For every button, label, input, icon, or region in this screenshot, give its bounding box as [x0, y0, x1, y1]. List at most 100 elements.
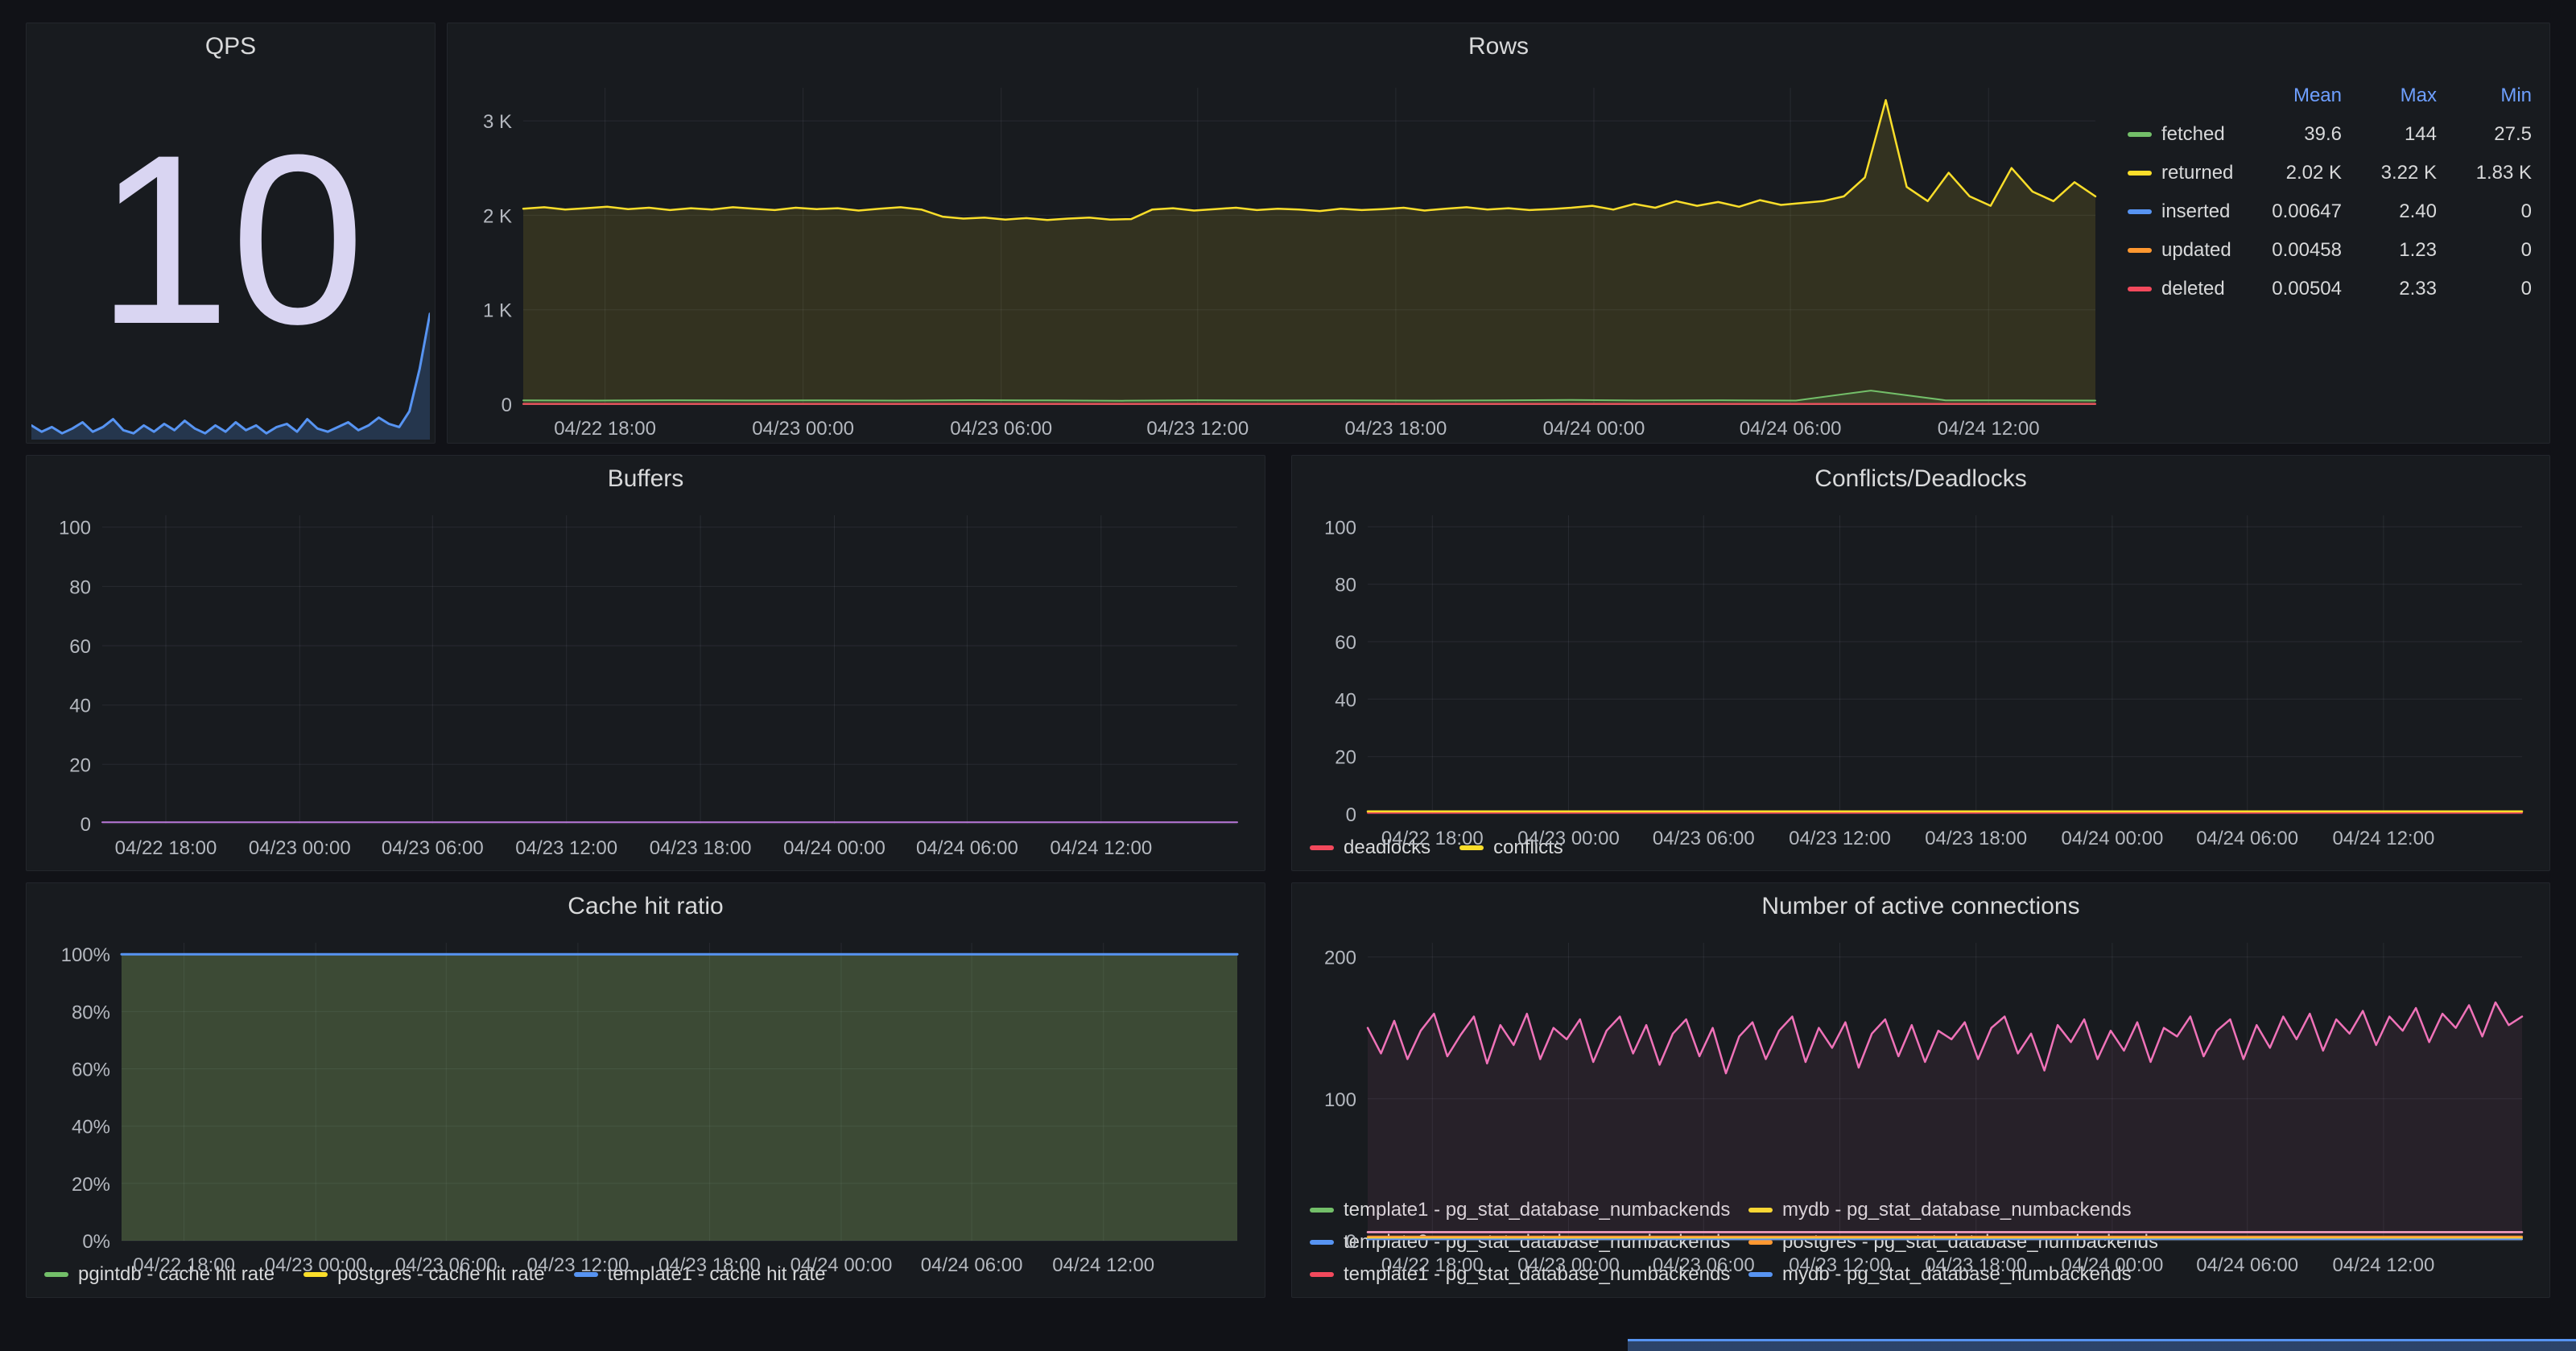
legend-stat-value: 2.02 K [2285, 162, 2342, 184]
svg-text:04/23 12:00: 04/23 12:00 [1789, 828, 1891, 849]
legend-label: template1 - pg_stat_database_numbackends [1344, 1263, 1731, 1285]
legend-label: template1 - cache hit rate [607, 1263, 826, 1285]
legend-label: postgres - cache hit rate [337, 1263, 545, 1285]
legend-item[interactable]: mydb - pg_stat_database_numbackends [1748, 1263, 2532, 1286]
legend-swatch [2128, 248, 2152, 253]
panel-title-rows[interactable]: Rows [1468, 33, 1529, 60]
legend-stat-value: 27.5 [2494, 123, 2532, 145]
panel-title-conflicts[interactable]: Conflicts/Deadlocks [1814, 465, 2027, 492]
svg-text:04/23 18:00: 04/23 18:00 [650, 837, 752, 859]
conflicts-chart[interactable]: 0 20 40 60 80 100 04/22 18:00 04/23 00:00 04/23 … [1307, 502, 2535, 849]
legend-table-row: fetched 39.6 144 27.5 [2128, 115, 2532, 154]
rows-chart[interactable]: 0 1 K 2 K 3 K 04/22 18:00 04/23 00:00 04/23 06… [462, 70, 2108, 443]
legend-swatch [1310, 1208, 1334, 1213]
svg-text:04/23 18:00: 04/23 18:00 [658, 1254, 761, 1276]
legend-label: postgres - pg_stat_database_numbackends [1782, 1231, 2158, 1253]
legend-label: pgintdb - cache hit rate [78, 1263, 275, 1285]
legend-item[interactable]: template1 - pg_stat_database_numbackends [1310, 1199, 1748, 1221]
svg-text:04/23 06:00: 04/23 06:00 [395, 1254, 497, 1276]
svg-text:04/23 06:00: 04/23 06:00 [1653, 828, 1755, 849]
legend-swatch [1310, 1240, 1334, 1245]
panel-title-connections[interactable]: Number of active connections [1761, 893, 2080, 919]
legend-label: updated [2161, 239, 2231, 261]
legend-item[interactable]: conflicts [1459, 837, 1563, 859]
legend-item[interactable]: mydb - pg_stat_database_numbackends [1748, 1199, 2532, 1221]
svg-text:200: 200 [1324, 948, 1356, 969]
legend-item[interactable]: template1 - pg_stat_database_numbackends [1310, 1263, 1748, 1286]
legend-series-fetched[interactable]: fetched [2128, 123, 2247, 146]
legend-swatch [2128, 171, 2152, 176]
svg-text:04/24 06:00: 04/24 06:00 [916, 837, 1018, 859]
buffers-chart[interactable]: 0 20 40 60 80 100 04/22 18:00 04/23 00:00 04/23 … [41, 502, 1250, 862]
panel-title-qps[interactable]: QPS [204, 33, 257, 60]
svg-text:04/24 00:00: 04/24 00:00 [1543, 418, 1645, 440]
legend-series-deleted[interactable]: deleted [2128, 278, 2247, 300]
svg-text:04/24 12:00: 04/24 12:00 [1050, 837, 1152, 859]
legend-swatch [1748, 1272, 1773, 1277]
connections-legend: template1 - pg_stat_database_numbackends… [1292, 1192, 2549, 1297]
legend-stat-value: 0 [2520, 239, 2532, 261]
panel-title-cache[interactable]: Cache hit ratio [568, 893, 724, 919]
panel-cache-hit-ratio: Cache hit ratio 0% 20% 40% 60% 80% 100% 04/22 … [26, 882, 1265, 1298]
svg-text:3 K: 3 K [483, 111, 512, 133]
svg-text:04/23 12:00: 04/23 12:00 [527, 1254, 630, 1276]
legend-item[interactable]: pgintdb - cache hit rate [44, 1263, 275, 1286]
svg-text:04/22 18:00: 04/22 18:00 [1381, 1254, 1484, 1276]
svg-text:04/24 00:00: 04/24 00:00 [791, 1254, 893, 1276]
legend-label: returned [2161, 162, 2234, 184]
legend-sort-max[interactable]: Max [2400, 85, 2437, 106]
panel-buffers: Buffers 0 20 40 60 80 100 04/22 18:00 04/23 00:… [26, 455, 1265, 871]
legend-item[interactable]: postgres - pg_stat_database_numbackends [1748, 1231, 2532, 1254]
legend-item[interactable]: template1 - cache hit rate [573, 1263, 826, 1286]
legend-item[interactable]: template0 - pg_stat_database_numbackends [1310, 1231, 1748, 1254]
legend-item[interactable]: deadlocks [1310, 837, 1430, 859]
legend-stat-value: 0.00458 [2272, 239, 2342, 261]
legend-label: inserted [2161, 200, 2231, 222]
svg-text:60: 60 [1335, 632, 1356, 654]
qps-stat-value: 10 [96, 104, 365, 374]
svg-text:04/24 12:00: 04/24 12:00 [2333, 828, 2435, 849]
legend-swatch [1459, 845, 1484, 850]
svg-text:40: 40 [69, 696, 91, 717]
svg-text:40: 40 [1335, 689, 1356, 711]
svg-text:0: 0 [1346, 804, 1356, 826]
connections-chart[interactable]: 0 100 200 04/22 18:00 04/23 00:00 04/23 06:00… [1307, 930, 2535, 1276]
qps-sparkline-chart[interactable] [31, 301, 430, 440]
svg-text:0: 0 [502, 395, 512, 416]
rows-panel-body: 0 1 K 2 K 3 K 04/22 18:00 04/23 00:00 04/23 06… [448, 70, 2549, 443]
svg-text:04/24 12:00: 04/24 12:00 [2333, 1254, 2435, 1276]
legend-series-returned[interactable]: returned [2128, 162, 2247, 184]
legend-label: deleted [2161, 278, 2225, 300]
svg-text:04/22 18:00: 04/22 18:00 [115, 837, 217, 859]
legend-stat-value: 1.23 [2399, 239, 2437, 261]
legend-sort-mean[interactable]: Mean [2293, 85, 2342, 106]
svg-text:04/23 00:00: 04/23 00:00 [249, 837, 351, 859]
panel-title-buffers[interactable]: Buffers [607, 465, 684, 492]
rows-legend-table: Mean Max Min fetched 39.6 144 27.5 returned 2.02… [2123, 70, 2549, 443]
legend-series-updated[interactable]: updated [2128, 239, 2247, 262]
svg-text:80%: 80% [72, 1002, 110, 1023]
cache-chart[interactable]: 0% 20% 40% 60% 80% 100% 04/22 18:00 04/23 00:00… [41, 930, 1250, 1276]
svg-text:04/22 18:00: 04/22 18:00 [1381, 828, 1484, 849]
panel-active-connections: Number of active connections 0 100 200 04/2… [1291, 882, 2550, 1298]
legend-label: mydb - pg_stat_database_numbackends [1782, 1199, 2132, 1221]
legend-swatch [1748, 1240, 1773, 1245]
svg-text:04/23 00:00: 04/23 00:00 [265, 1254, 367, 1276]
legend-swatch [303, 1272, 328, 1277]
legend-sort-min[interactable]: Min [2500, 85, 2532, 106]
legend-stat-value: 0.00647 [2272, 200, 2342, 222]
svg-text:04/23 00:00: 04/23 00:00 [1517, 1254, 1620, 1276]
svg-text:04/23 00:00: 04/23 00:00 [1517, 828, 1620, 849]
legend-swatch [1310, 845, 1334, 850]
legend-stat-value: 0.00504 [2272, 278, 2342, 300]
legend-stat-value: 3.22 K [2380, 162, 2437, 184]
legend-item[interactable]: postgres - cache hit rate [303, 1263, 545, 1286]
panel-rows: Rows 0 1 K 2 K 3 K 04/22 18:00 04/23 00:00 04/… [447, 23, 2550, 444]
svg-text:04/24 06:00: 04/24 06:00 [2196, 1254, 2298, 1276]
legend-table-header: Mean Max Min [2128, 76, 2532, 115]
svg-text:04/24 12:00: 04/24 12:00 [1938, 418, 2040, 440]
legend-series-inserted[interactable]: inserted [2128, 200, 2247, 223]
svg-text:04/23 12:00: 04/23 12:00 [1146, 418, 1249, 440]
svg-text:0: 0 [80, 814, 91, 836]
svg-text:04/22 18:00: 04/22 18:00 [133, 1254, 235, 1276]
